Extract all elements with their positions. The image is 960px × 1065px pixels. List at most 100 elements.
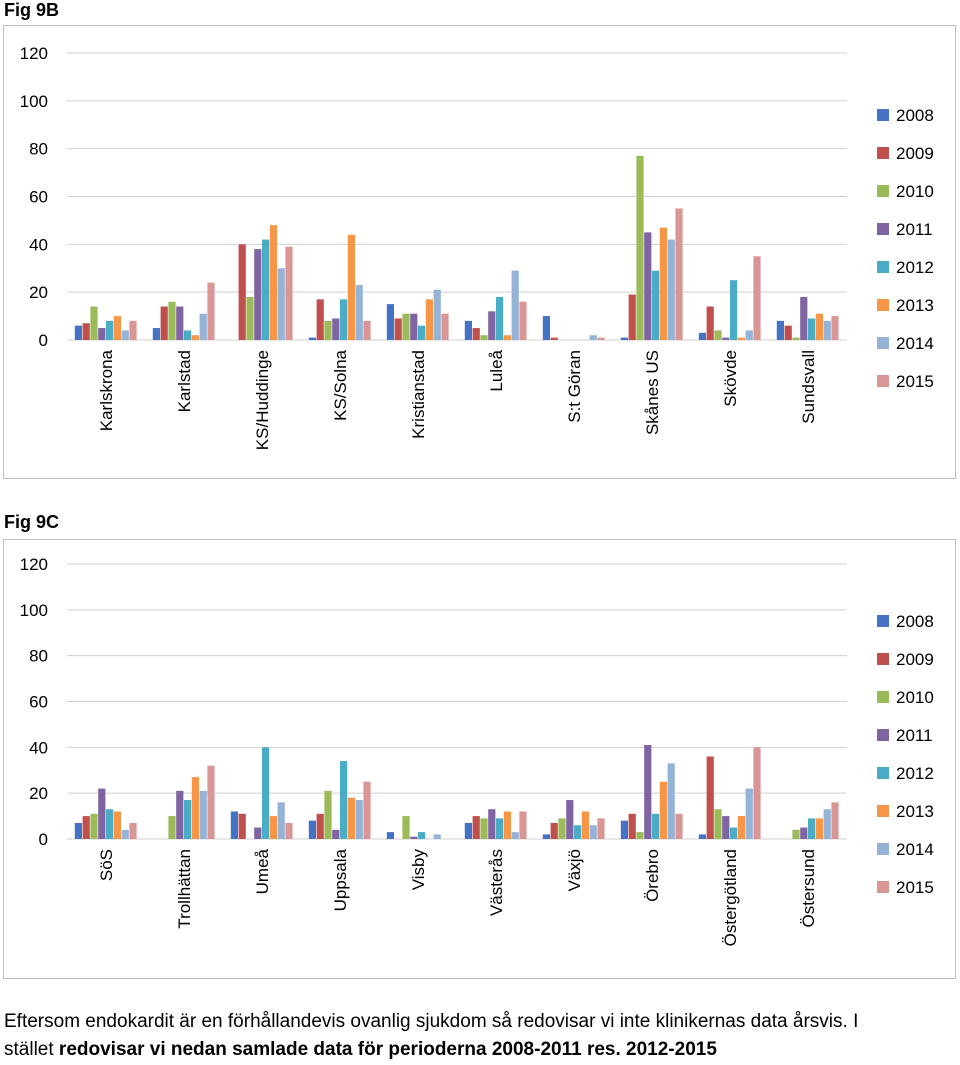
bar-2015 [753, 747, 761, 839]
caption-line-2-bold: redovisar vi nedan samlade data för peri… [58, 1039, 717, 1060]
legend-swatch [877, 337, 889, 349]
bar-2010 [714, 330, 722, 340]
bar-2008 [308, 337, 316, 340]
category-label: Östersund [799, 849, 818, 927]
bar-2009 [628, 813, 636, 839]
bar-2012 [808, 818, 816, 839]
bar-2012 [340, 299, 348, 340]
bar-2014 [121, 330, 129, 340]
legend-label: 2012 [896, 258, 934, 277]
bar-2009 [706, 756, 714, 839]
bar-2011 [488, 311, 496, 340]
bar-2011 [332, 829, 340, 839]
caption-text: Eftersom endokardit är en förhållandevis… [4, 1008, 956, 1064]
category-label: Karlskrona [97, 349, 116, 431]
bar-2014 [199, 313, 207, 340]
y-tick-label: 0 [39, 830, 48, 849]
category-label: KS/Solna [331, 349, 350, 420]
bar-2013 [113, 316, 121, 340]
bar-2011 [332, 318, 340, 340]
legend-label: 2014 [896, 334, 934, 353]
category-label: Västerås [487, 849, 506, 916]
bar-2010 [636, 832, 644, 839]
bar-2015 [675, 208, 683, 340]
legend-swatch [877, 261, 889, 273]
bar-2012 [184, 800, 192, 839]
legend-label: 2013 [896, 296, 934, 315]
legend-label: 2011 [896, 220, 933, 239]
bar-2008 [74, 325, 82, 340]
bar-2011 [254, 249, 262, 340]
bar-2014 [511, 270, 519, 340]
bar-2008 [386, 832, 394, 839]
bar-2013 [815, 818, 823, 839]
bar-2014 [433, 834, 441, 839]
y-tick-label: 40 [29, 235, 48, 254]
bar-2014 [745, 788, 753, 839]
bar-2011 [800, 827, 808, 839]
bar-2010 [714, 809, 722, 839]
legend-swatch [877, 615, 889, 627]
category-label: Uppsala [331, 848, 350, 911]
category-label: Skånes US [643, 350, 662, 435]
bar-2009 [238, 244, 246, 340]
bar-2011 [722, 337, 730, 340]
bar-2008 [542, 316, 550, 340]
bar-2015 [519, 301, 527, 340]
bar-2013 [737, 337, 745, 340]
bar-2013 [113, 811, 121, 839]
legend-label: 2009 [896, 144, 934, 163]
category-label: Luleå [487, 349, 506, 391]
y-tick-label: 60 [29, 188, 48, 207]
bar-2013 [659, 227, 667, 340]
bar-2010 [324, 790, 332, 839]
category-label: Örebro [643, 849, 662, 902]
bar-2014 [199, 790, 207, 839]
bar-2014 [355, 284, 363, 340]
bar-2013 [347, 797, 355, 839]
caption-line-1: Eftersom endokardit är en förhållandevis… [4, 1011, 859, 1032]
bar-2012 [496, 296, 504, 340]
bar-2010 [246, 296, 254, 340]
legend-swatch [877, 805, 889, 817]
bar-2013 [191, 777, 199, 839]
bar-2012 [652, 270, 660, 340]
bar-2008 [464, 320, 472, 340]
bar-2012 [340, 761, 348, 839]
bar-2014 [823, 320, 831, 340]
bar-2009 [706, 306, 714, 340]
legend-label: 2008 [896, 106, 934, 125]
bar-2013 [659, 781, 667, 839]
bar-2015 [831, 316, 839, 340]
bar-2008 [464, 822, 472, 839]
category-label: Kristianstad [409, 350, 428, 439]
bar-2013 [269, 225, 277, 340]
legend-label: 2014 [896, 840, 934, 859]
bar-2010 [324, 320, 332, 340]
bar-2009 [550, 337, 558, 340]
bar-2008 [74, 822, 82, 839]
bar-2010 [558, 818, 566, 839]
bar-2015 [675, 813, 683, 839]
bar-2012 [418, 325, 426, 340]
category-label: SöS [97, 849, 116, 881]
bar-2011 [800, 296, 808, 340]
bar-2012 [106, 320, 114, 340]
bar-2009 [82, 323, 90, 340]
caption-line-2: stället redovisar vi nedan samlade data … [4, 1036, 956, 1064]
bar-2013 [581, 811, 589, 839]
bar-2010 [90, 306, 98, 340]
legend-label: 2010 [896, 688, 934, 707]
bar-2011 [98, 328, 106, 340]
bar-2011 [410, 836, 418, 839]
bar-2014 [667, 763, 675, 839]
category-label: Skövde [721, 350, 740, 407]
bar-2013 [425, 299, 433, 340]
bar-2015 [441, 313, 449, 340]
bar-2014 [277, 802, 285, 839]
category-label: S:t Göran [565, 350, 584, 423]
bar-2008 [698, 332, 706, 340]
bar-2010 [792, 337, 800, 340]
bar-2015 [519, 811, 527, 839]
bar-2014 [511, 832, 519, 839]
